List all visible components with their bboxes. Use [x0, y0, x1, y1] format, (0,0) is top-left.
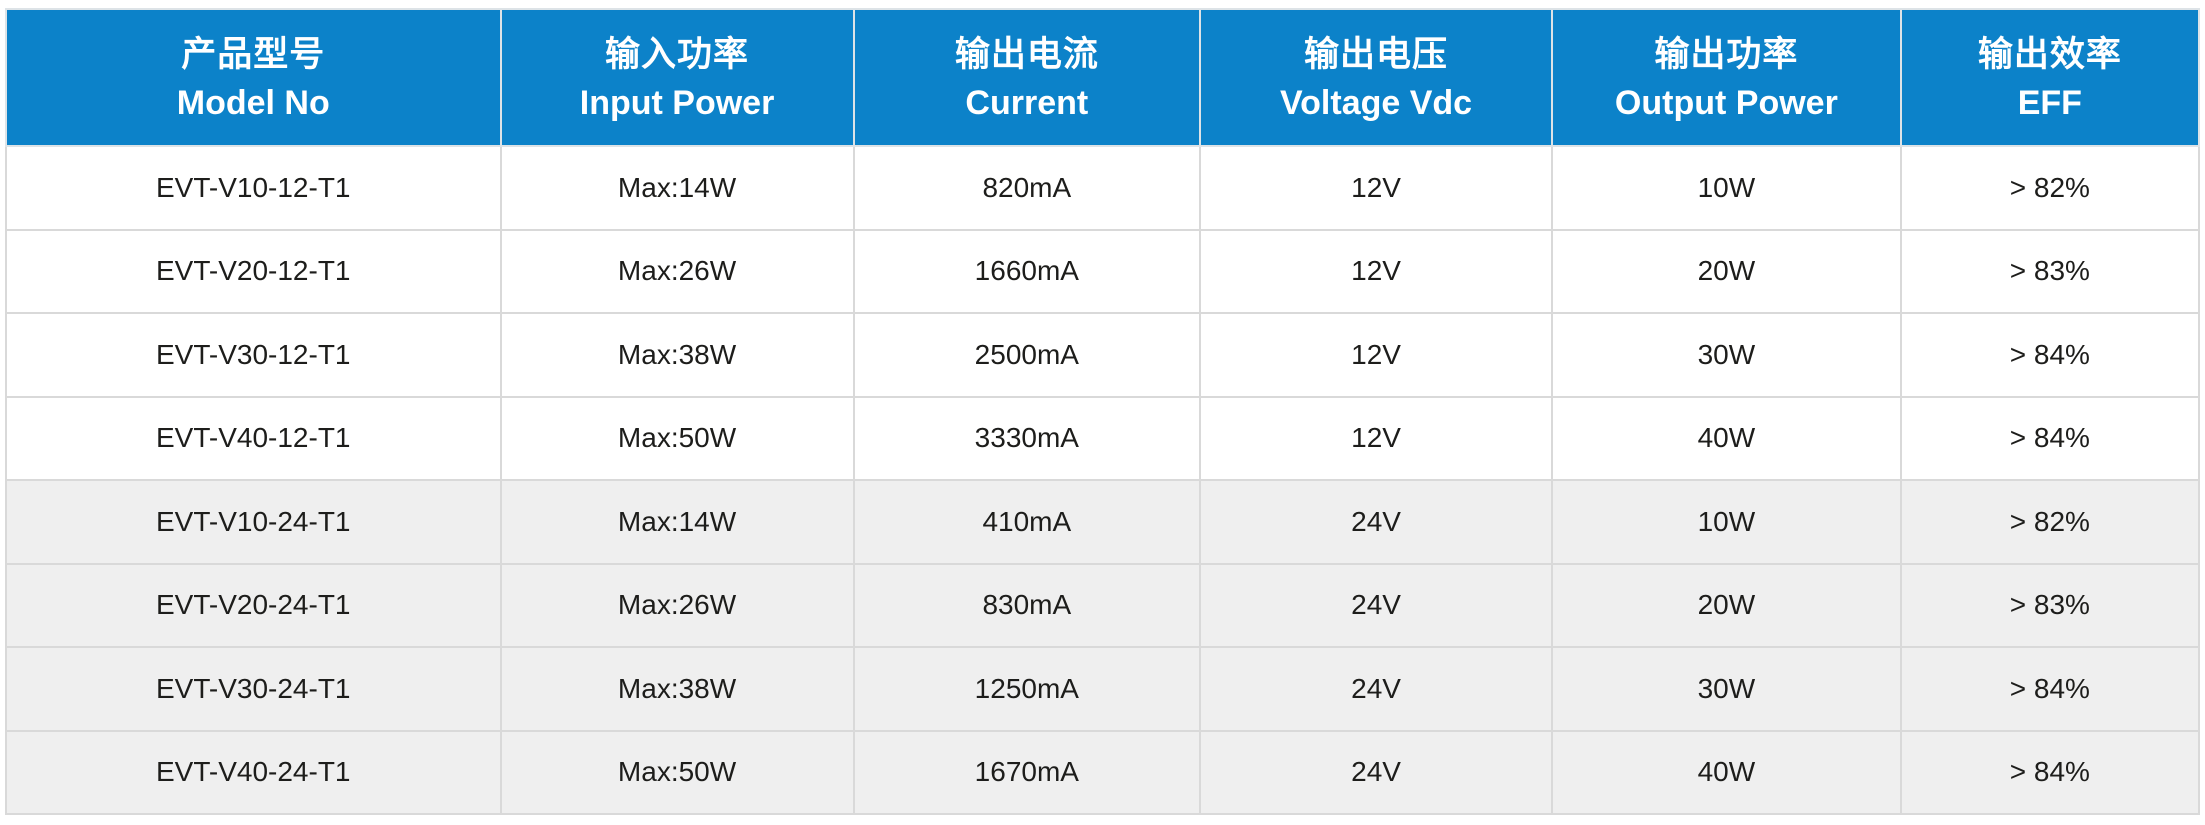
cell-input-power: Max:26W — [499, 228, 855, 314]
col-header-eff: 输出效率 EFF — [1899, 8, 2201, 147]
cell-model: EVT-V30-12-T1 — [5, 312, 502, 398]
cell-output-power: 20W — [1551, 562, 1902, 648]
col-header-current-en: Current — [965, 83, 1089, 122]
col-header-current: 输出电流 Current — [852, 8, 1202, 147]
cell-current: 820mA — [852, 145, 1202, 231]
cell-eff: > 84% — [1899, 729, 2201, 815]
table-row: EVT-V30-12-T1 Max:38W 2500mA 12V 30W > 84% — [5, 312, 2201, 398]
cell-current: 1660mA — [852, 228, 1202, 314]
cell-current: 2500mA — [852, 312, 1202, 398]
product-spec-table-wrap: 产品型号 Model No 输入功率 Input Power 输出电流 Curr… — [5, 8, 2201, 815]
col-header-output-power-zh: 输出功率 — [1654, 34, 1799, 74]
table-row: EVT-V10-24-T1 Max:14W 410mA 24V 10W > 82% — [5, 479, 2201, 565]
cell-eff: > 84% — [1899, 646, 2201, 732]
cell-eff: > 82% — [1899, 479, 2201, 565]
cell-voltage: 24V — [1199, 729, 1554, 815]
col-header-model-no-zh: 产品型号 — [181, 34, 326, 74]
cell-model: EVT-V20-24-T1 — [5, 562, 502, 648]
cell-input-power: Max:14W — [499, 145, 855, 231]
table-row: EVT-V10-12-T1 Max:14W 820mA 12V 10W > 82% — [5, 145, 2201, 231]
cell-voltage: 12V — [1199, 145, 1554, 231]
col-header-output-power: 输出功率 Output Power — [1551, 8, 1902, 147]
cell-output-power: 10W — [1551, 145, 1902, 231]
cell-eff: > 83% — [1899, 562, 2201, 648]
cell-model: EVT-V40-24-T1 — [5, 729, 502, 815]
product-spec-table: 产品型号 Model No 输入功率 Input Power 输出电流 Curr… — [5, 8, 2201, 815]
cell-input-power: Max:50W — [499, 395, 855, 481]
col-header-model-no: 产品型号 Model No — [5, 8, 502, 147]
cell-output-power: 30W — [1551, 312, 1902, 398]
table-header: 产品型号 Model No 输入功率 Input Power 输出电流 Curr… — [5, 8, 2201, 147]
cell-voltage: 24V — [1199, 479, 1554, 565]
cell-input-power: Max:26W — [499, 562, 855, 648]
cell-input-power: Max:14W — [499, 479, 855, 565]
table-row: EVT-V20-24-T1 Max:26W 830mA 24V 20W > 83% — [5, 562, 2201, 648]
cell-output-power: 20W — [1551, 228, 1902, 314]
cell-input-power: Max:50W — [499, 729, 855, 815]
table-row: EVT-V40-24-T1 Max:50W 1670mA 24V 40W > 84% — [5, 729, 2201, 815]
col-header-current-zh: 输出电流 — [954, 34, 1099, 74]
cell-model: EVT-V10-24-T1 — [5, 479, 502, 565]
cell-voltage: 12V — [1199, 312, 1554, 398]
cell-model: EVT-V40-12-T1 — [5, 395, 502, 481]
cell-current: 3330mA — [852, 395, 1202, 481]
cell-voltage: 12V — [1199, 395, 1554, 481]
cell-model: EVT-V30-24-T1 — [5, 646, 502, 732]
col-header-input-power: 输入功率 Input Power — [499, 8, 855, 147]
cell-voltage: 24V — [1199, 646, 1554, 732]
cell-current: 830mA — [852, 562, 1202, 648]
cell-voltage: 24V — [1199, 562, 1554, 648]
cell-current: 1670mA — [852, 729, 1202, 815]
cell-eff: > 82% — [1899, 145, 2201, 231]
cell-eff: > 84% — [1899, 312, 2201, 398]
table-row: EVT-V30-24-T1 Max:38W 1250mA 24V 30W > 84% — [5, 646, 2201, 732]
col-header-voltage: 输出电压 Voltage Vdc — [1199, 8, 1554, 147]
col-header-voltage-zh: 输出电压 — [1304, 34, 1449, 74]
table-body: EVT-V10-12-T1 Max:14W 820mA 12V 10W > 82% EVT-… — [5, 145, 2201, 815]
table-row: EVT-V20-12-T1 Max:26W 1660mA 12V 20W > 83% — [5, 228, 2201, 314]
table-row: EVT-V40-12-T1 Max:50W 3330mA 12V 40W > 84% — [5, 395, 2201, 481]
col-header-output-power-en: Output Power — [1614, 83, 1838, 122]
cell-output-power: 30W — [1551, 646, 1902, 732]
col-header-input-power-en: Input Power — [579, 83, 775, 122]
col-header-eff-en: EFF — [2017, 83, 2082, 122]
cell-output-power: 40W — [1551, 395, 1902, 481]
cell-input-power: Max:38W — [499, 646, 855, 732]
cell-output-power: 10W — [1551, 479, 1902, 565]
cell-current: 410mA — [852, 479, 1202, 565]
cell-eff: > 84% — [1899, 395, 2201, 481]
cell-model: EVT-V20-12-T1 — [5, 228, 502, 314]
cell-output-power: 40W — [1551, 729, 1902, 815]
col-header-model-no-en: Model No — [176, 83, 330, 122]
cell-current: 1250mA — [852, 646, 1202, 732]
cell-voltage: 12V — [1199, 228, 1554, 314]
cell-input-power: Max:38W — [499, 312, 855, 398]
header-row: 产品型号 Model No 输入功率 Input Power 输出电流 Curr… — [5, 8, 2201, 147]
col-header-eff-zh: 输出效率 — [1977, 34, 2122, 74]
cell-eff: > 83% — [1899, 228, 2201, 314]
cell-model: EVT-V10-12-T1 — [5, 145, 502, 231]
col-header-voltage-en: Voltage Vdc — [1280, 83, 1473, 122]
col-header-input-power-zh: 输入功率 — [605, 34, 750, 74]
